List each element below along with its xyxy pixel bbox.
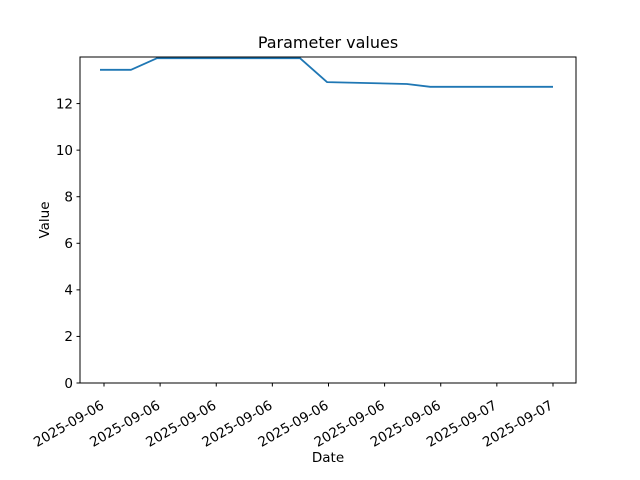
y-tick-label: 4 — [64, 283, 73, 299]
x-axis-label: Date — [312, 450, 344, 466]
y-axis-label: Value — [37, 201, 53, 238]
plot-border — [79, 56, 577, 384]
series-group — [100, 57, 553, 88]
y-tick-label: 8 — [64, 190, 73, 206]
series-line-parameter-values — [100, 57, 553, 88]
y-tick-label: 2 — [64, 329, 73, 345]
y-tick-label: 12 — [56, 96, 73, 112]
x-axis-ticks: 2025-09-062025-09-062025-09-062025-09-06… — [31, 383, 556, 451]
y-tick-label: 6 — [64, 236, 73, 252]
y-axis-ticks: 0 2 4 6 8 10 12 — [56, 96, 80, 392]
y-tick-label: 10 — [56, 143, 73, 159]
y-tick-label: 0 — [64, 376, 73, 392]
chart-title: Parameter values — [258, 33, 398, 52]
